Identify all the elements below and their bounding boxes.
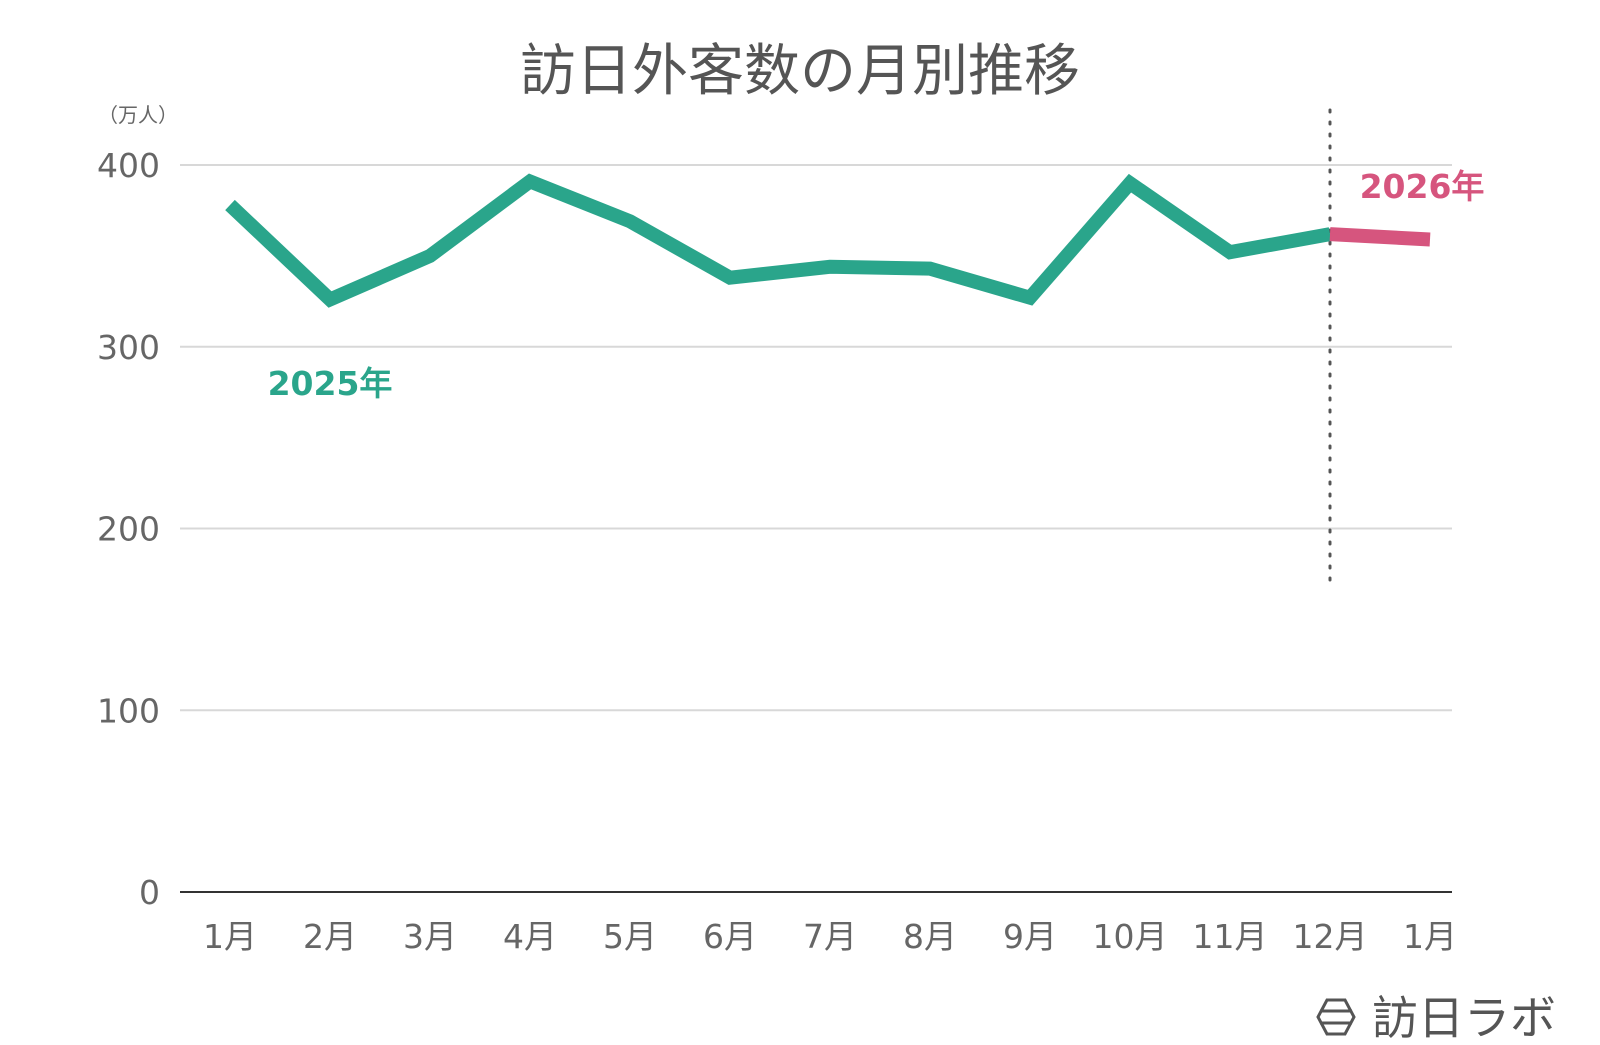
x-tick-label: 4月	[503, 917, 557, 956]
x-tick-label: 7月	[803, 917, 857, 956]
y-tick-label: 200	[97, 510, 160, 549]
series-label-2026: 2026年	[1360, 167, 1485, 206]
brand-logo: 訪日ラボ	[1316, 991, 1556, 1045]
y-tick-label: 100	[97, 691, 160, 730]
y-tick-label: 400	[97, 146, 160, 185]
x-tick-label: 11月	[1193, 917, 1268, 956]
series-lines	[225, 173, 1431, 308]
y-tick-label: 300	[97, 328, 160, 367]
brand-name: 訪日ラボ	[1372, 991, 1556, 1045]
x-tick-label: 2月	[303, 917, 357, 956]
x-tick-label: 5月	[603, 917, 657, 956]
x-tick-label: 10月	[1093, 917, 1168, 956]
series-label-2025: 2025年	[268, 364, 393, 403]
hexagon-logo-icon	[1316, 998, 1356, 1036]
series-labels: 2025年 2026年	[268, 167, 1485, 403]
series-line-1	[225, 173, 1332, 308]
grid-lines	[180, 164, 1452, 893]
x-tick-label: 6月	[703, 917, 757, 956]
y-axis-ticks: 0 100 200 300 400	[97, 146, 160, 912]
x-tick-label: 8月	[903, 917, 957, 956]
x-tick-label: 12月	[1293, 917, 1368, 956]
chart-title: 訪日外客数の月別推移	[520, 39, 1080, 104]
x-tick-label: 9月	[1003, 917, 1057, 956]
series-line-2	[1329, 227, 1431, 247]
y-tick-label: 0	[139, 873, 160, 912]
x-axis-ticks: 1月 2月 3月 4月 5月 6月 7月 8月 9月 10月 11月 12月 1月	[203, 917, 1457, 956]
x-tick-label: 1月	[1403, 917, 1457, 956]
x-tick-label: 1月	[203, 917, 257, 956]
x-tick-label: 3月	[403, 917, 457, 956]
y-axis-unit-label: （万人）	[98, 103, 178, 127]
